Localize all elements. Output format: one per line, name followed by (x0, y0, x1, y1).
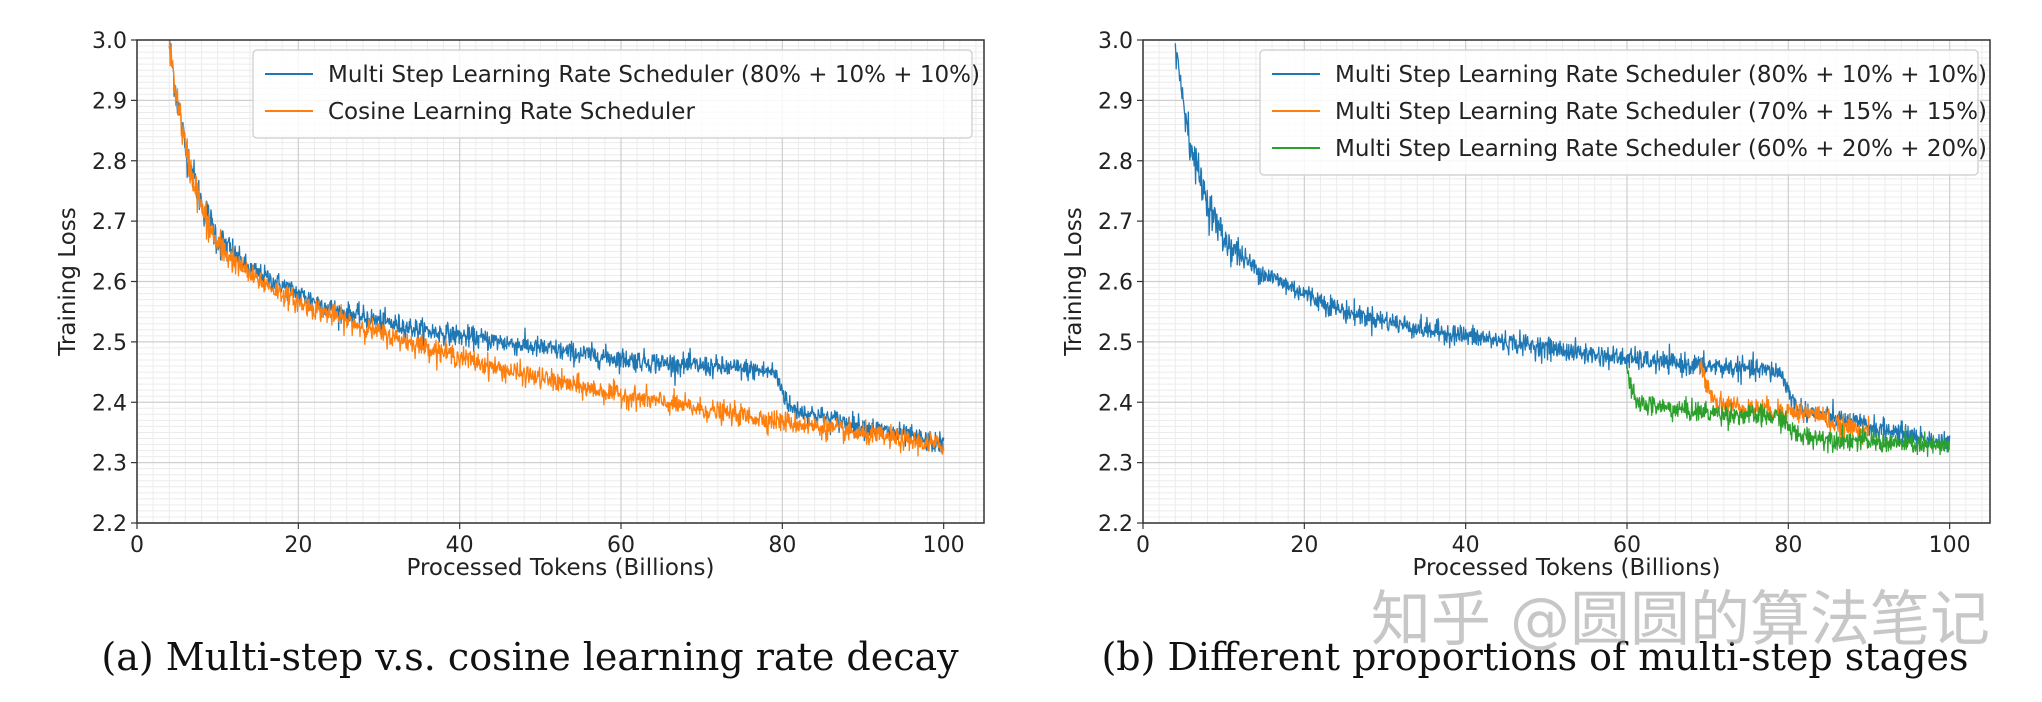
y-tick-label: 2.6 (92, 271, 127, 296)
plot-area (168, 40, 945, 457)
legend-entry-3: Multi Step Learning Rate Scheduler (60% … (1335, 136, 1987, 162)
series-line-3 (1626, 364, 1950, 457)
x-tick-label: 80 (768, 533, 796, 558)
x-tick-label: 0 (130, 533, 144, 558)
legend-entry-1: Multi Step Learning Rate Scheduler (80% … (1335, 62, 1987, 88)
x-tick-label: 20 (284, 533, 312, 558)
watermark: 知乎 @圆圆的算法笔记 (1371, 585, 1990, 655)
y-axis-label: Training Loss (55, 207, 81, 357)
x-axis-label: Processed Tokens (Billions) (1413, 555, 1721, 581)
x-tick-label: 40 (1452, 533, 1480, 558)
series-line-2 (168, 40, 945, 457)
caption-a: (a) Multi-step v.s. cosine learning rate… (101, 635, 959, 679)
x-tick-label: 40 (446, 533, 474, 558)
x-tick-label: 20 (1290, 533, 1318, 558)
panel-a: 0 20 40 60 80 100 2.2 2.3 2.4 2.5 2.6 2.7 2.8 2.9 3.0 P… (55, 29, 985, 581)
y-tick-label: 2.2 (1098, 512, 1133, 537)
y-tick-label: 2.3 (1098, 452, 1133, 477)
x-tick-label: 100 (1929, 533, 1971, 558)
x-tick-label: 80 (1774, 533, 1802, 558)
plot-area (1174, 43, 1951, 457)
y-tick-label: 2.4 (92, 391, 127, 416)
panel-b: 0 20 40 60 80 100 2.2 2.3 2.4 2.5 2.6 2.7 2.8 2.9 3.0 P… (1061, 29, 1991, 581)
y-tick-label: 2.7 (92, 210, 127, 235)
x-tick-label: 60 (1613, 533, 1641, 558)
y-tick-label: 2.3 (92, 452, 127, 477)
y-tick-label: 2.2 (92, 512, 127, 537)
y-tick-label: 2.4 (1098, 391, 1133, 416)
x-tick-label: 60 (607, 533, 635, 558)
y-tick-label: 2.8 (1098, 150, 1133, 175)
legend-entry-2: Multi Step Learning Rate Scheduler (70% … (1335, 99, 1987, 125)
y-tick-label: 2.5 (92, 331, 127, 356)
y-tick-label: 3.0 (1098, 29, 1133, 54)
y-tick-label: 2.6 (1098, 271, 1133, 296)
x-tick-label: 0 (1136, 533, 1150, 558)
x-axis-label: Processed Tokens (Billions) (407, 555, 715, 581)
legend-entry-2: Cosine Learning Rate Scheduler (328, 99, 695, 125)
y-tick-label: 2.8 (92, 150, 127, 175)
legend (252, 49, 973, 139)
y-tick-label: 2.5 (1098, 331, 1133, 356)
x-tick-label: 100 (923, 533, 965, 558)
y-axis-label: Training Loss (1061, 207, 1087, 357)
legend-entry-1: Multi Step Learning Rate Scheduler (80% … (328, 62, 980, 88)
y-tick-label: 2.9 (92, 89, 127, 114)
y-tick-label: 2.7 (1098, 210, 1133, 235)
y-tick-label: 3.0 (92, 29, 127, 54)
series-line-1 (1174, 43, 1951, 453)
legend (1259, 49, 1979, 176)
y-tick-label: 2.9 (1098, 89, 1133, 114)
caption-b: (b) Different proportions of multi-step … (1101, 635, 1968, 679)
